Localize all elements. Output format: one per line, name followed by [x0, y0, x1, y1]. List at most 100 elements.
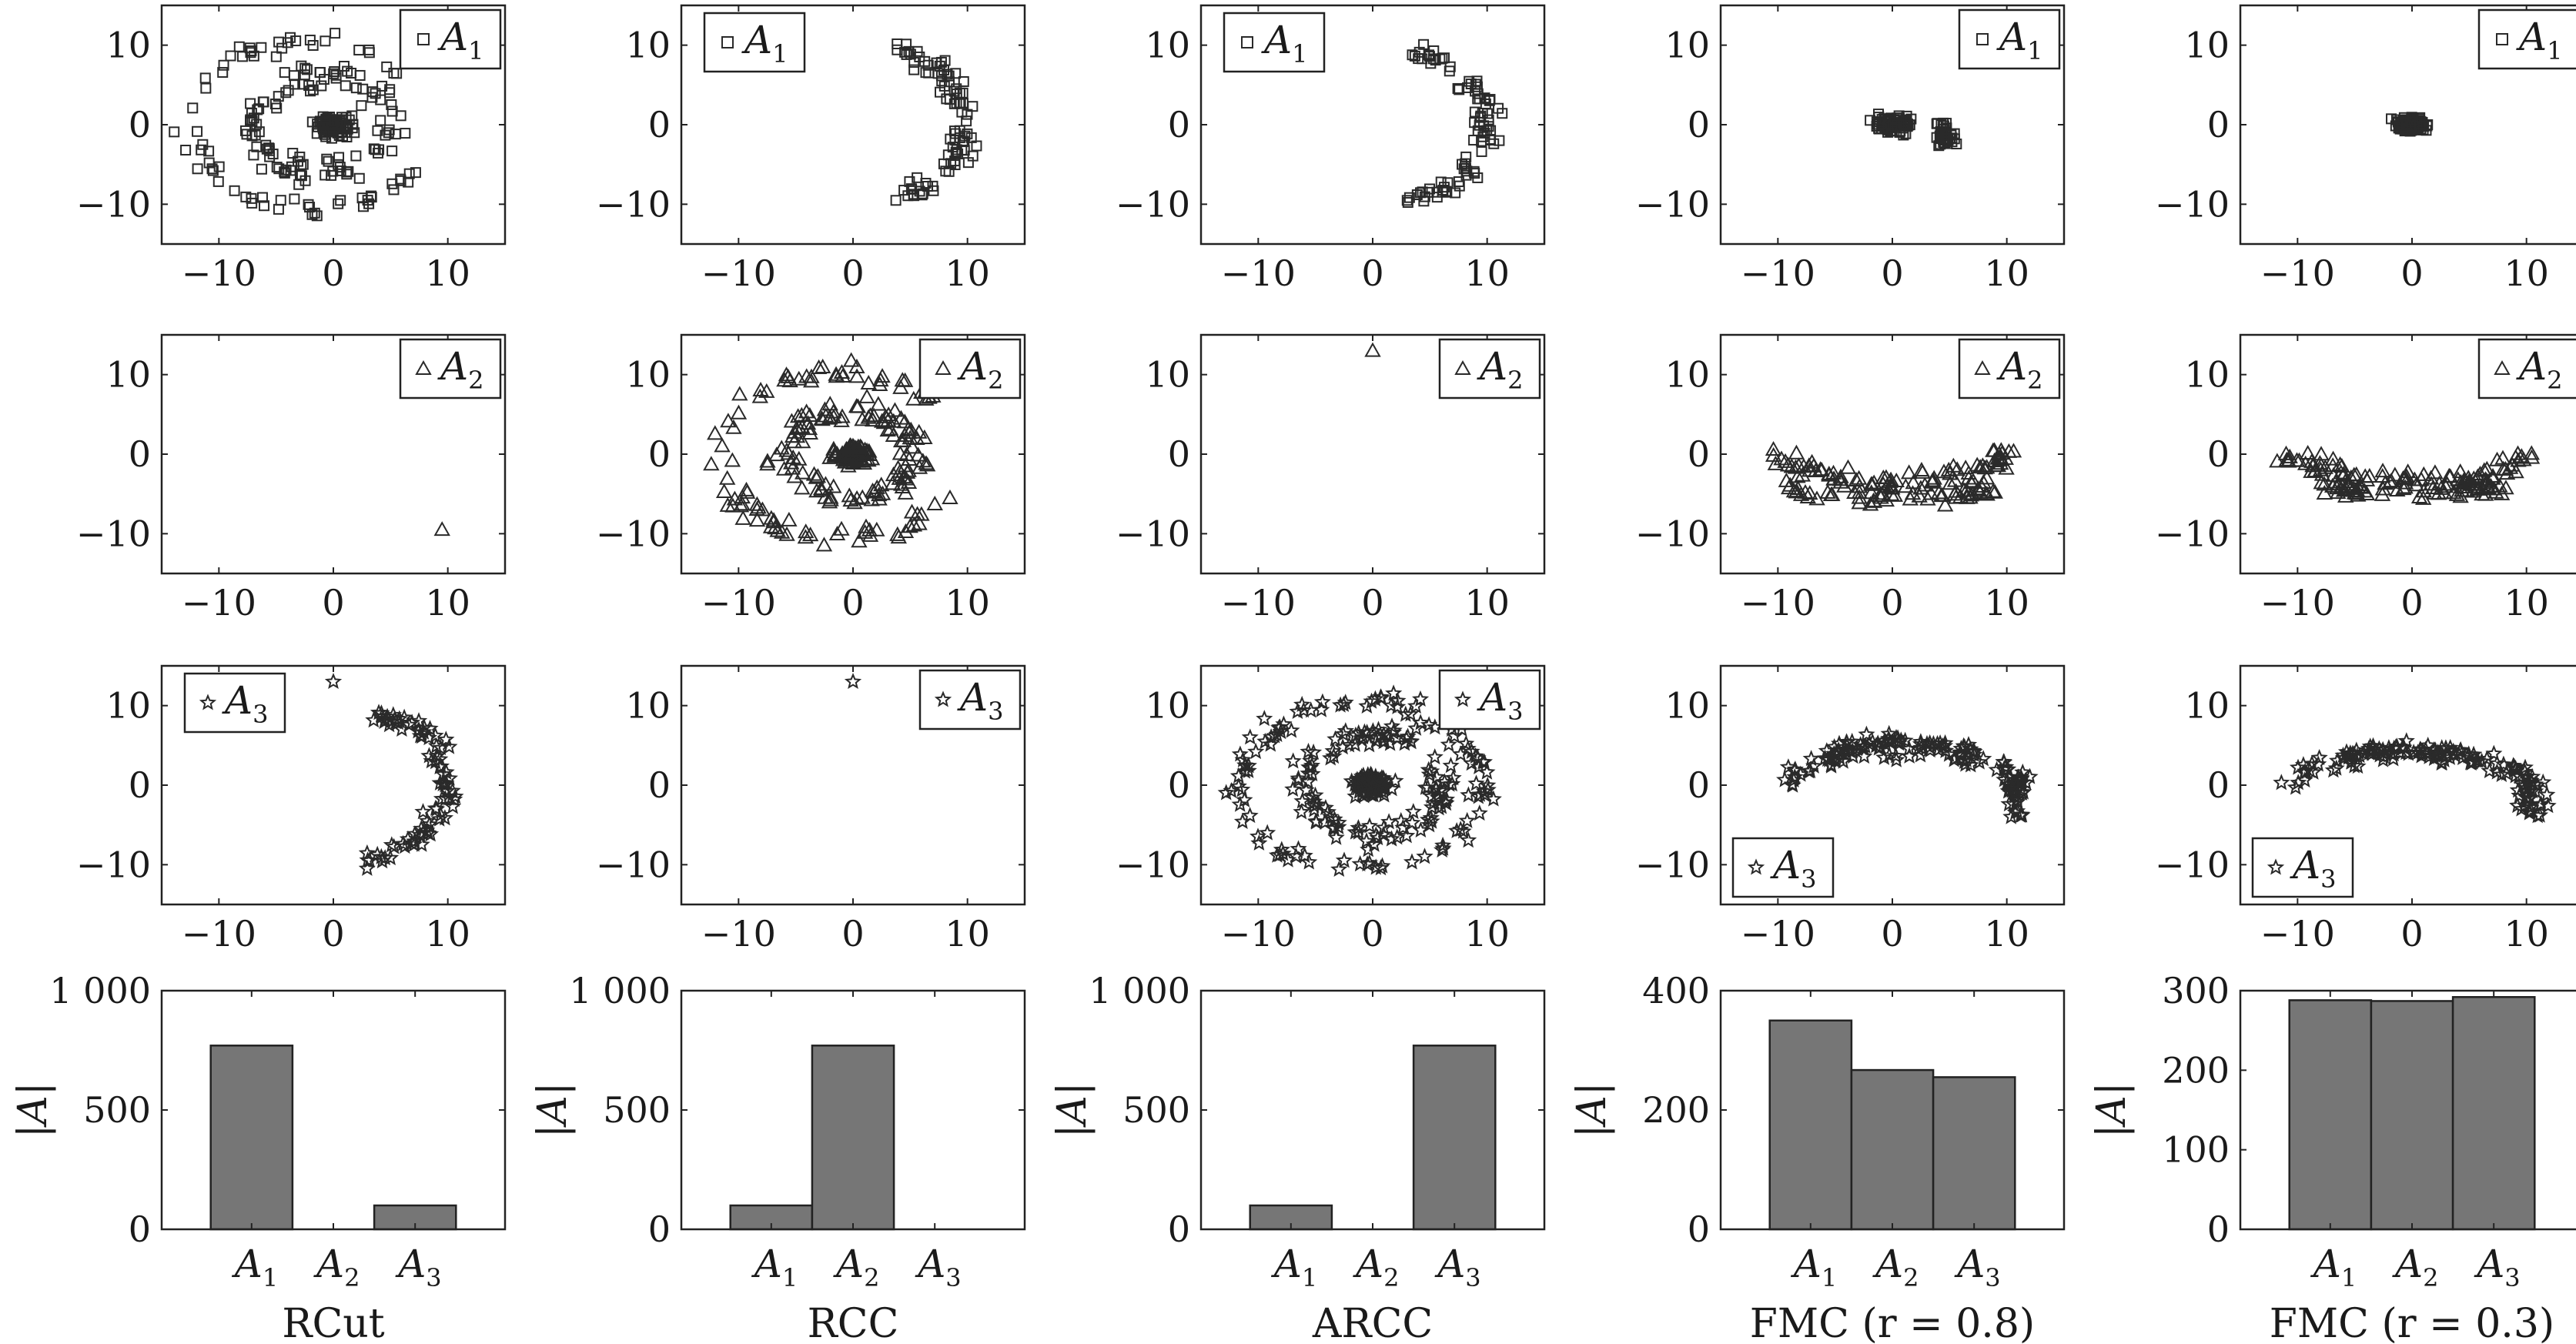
data-point	[827, 447, 844, 463]
data-point	[1952, 740, 1970, 757]
data-point	[1925, 472, 1942, 487]
data-point	[304, 35, 316, 46]
y-tick-label: 10	[2184, 685, 2230, 727]
legend-label: A2	[437, 344, 483, 395]
data-point	[249, 129, 261, 141]
scatter-points	[2386, 112, 2434, 137]
data-point	[169, 126, 180, 138]
data-point	[718, 470, 736, 485]
y-tick-label: −10	[1116, 844, 1190, 885]
data-point	[1957, 460, 1974, 475]
data-point	[271, 102, 283, 114]
legend-label: A3	[1477, 675, 1523, 726]
star-marker-icon	[199, 694, 217, 710]
bar-panel-2: 0 500 1 000 A1 A2 A3 |A| RCC	[530, 970, 1026, 1344]
x-tick-label: −10	[701, 582, 776, 624]
data-point	[895, 432, 912, 447]
data-point	[2000, 795, 2018, 812]
data-point	[1932, 118, 1943, 129]
data-point	[358, 859, 376, 876]
data-point	[1825, 737, 1843, 754]
data-point	[218, 59, 229, 71]
y-tick-label: 10	[1664, 354, 1710, 396]
data-point	[414, 803, 432, 820]
data-point	[1444, 65, 1455, 77]
data-point	[1888, 473, 1905, 488]
data-point	[2414, 490, 2432, 505]
data-point	[350, 150, 362, 162]
data-point	[341, 166, 353, 178]
data-point	[928, 185, 939, 196]
data-point	[1785, 761, 1803, 778]
x-tick-label: 10	[1464, 252, 1510, 294]
x-tick-label: 10	[425, 582, 470, 624]
data-point	[2012, 806, 2030, 823]
data-point	[2532, 794, 2550, 812]
data-point	[872, 372, 889, 387]
data-point	[2511, 767, 2529, 784]
data-point	[245, 47, 256, 59]
data-point	[196, 144, 207, 155]
y-tick-label: 0	[129, 1209, 151, 1250]
data-point	[1351, 855, 1369, 872]
method-label: FMC (r = 0.8)	[1750, 1301, 2035, 1344]
data-point	[356, 100, 367, 112]
legend-label: A1	[741, 18, 788, 69]
data-point	[1794, 466, 1812, 482]
y-tick-label: 10	[105, 25, 151, 66]
data-point	[2349, 757, 2367, 774]
x-tick-label: 0	[1361, 913, 1383, 955]
data-point	[2382, 744, 2400, 761]
data-point	[1440, 775, 1458, 792]
y-tick-label: 0	[1688, 104, 1710, 145]
data-point	[187, 102, 199, 114]
data-point	[1848, 471, 1865, 487]
data-point	[2460, 470, 2477, 485]
data-point	[1851, 494, 1868, 510]
data-point	[752, 382, 769, 397]
data-point	[2467, 751, 2485, 768]
data-point	[1813, 462, 1831, 477]
data-point	[2412, 741, 2430, 758]
data-point	[1468, 135, 1480, 146]
data-point	[283, 85, 294, 96]
data-point	[246, 115, 258, 127]
x-tick-label: −10	[1741, 582, 1815, 624]
data-point	[870, 396, 887, 411]
data-point	[892, 410, 910, 425]
data-point	[943, 165, 955, 177]
data-point	[801, 527, 819, 542]
data-point	[2404, 116, 2416, 128]
bar-panel-1: 0 500 1 000 A1 A2 A3 |A| RCut	[10, 970, 507, 1344]
data-point	[1363, 767, 1380, 784]
data-point	[357, 201, 369, 212]
data-point	[2280, 453, 2297, 468]
data-point	[789, 408, 807, 423]
data-point	[844, 673, 862, 690]
scatter-points	[1401, 38, 1508, 208]
data-point	[2396, 470, 2413, 485]
data-point	[395, 110, 406, 122]
data-point	[1337, 722, 1354, 739]
y-tick-label: 10	[2184, 354, 2230, 396]
data-point	[245, 114, 256, 125]
data-point	[1290, 840, 1307, 857]
x-category-label: A3	[1954, 1242, 2000, 1292]
bar	[2451, 996, 2536, 1231]
data-point	[1919, 490, 1936, 506]
data-point	[1326, 819, 1343, 836]
data-point	[1958, 482, 1975, 497]
x-category-label: A1	[1271, 1242, 1317, 1292]
data-point	[2278, 451, 2296, 466]
data-point	[833, 412, 850, 427]
data-point	[1471, 75, 1483, 87]
legend: A2	[399, 338, 502, 400]
y-tick-label: −10	[1116, 513, 1190, 554]
data-point	[1416, 848, 1434, 864]
scatter-points	[1765, 440, 2022, 512]
data-point	[1373, 689, 1390, 706]
data-point	[781, 511, 798, 527]
y-tick-label: 0	[2207, 764, 2230, 806]
data-point	[1457, 734, 1475, 751]
method-label: FMC (r = 0.3)	[2270, 1301, 2554, 1344]
